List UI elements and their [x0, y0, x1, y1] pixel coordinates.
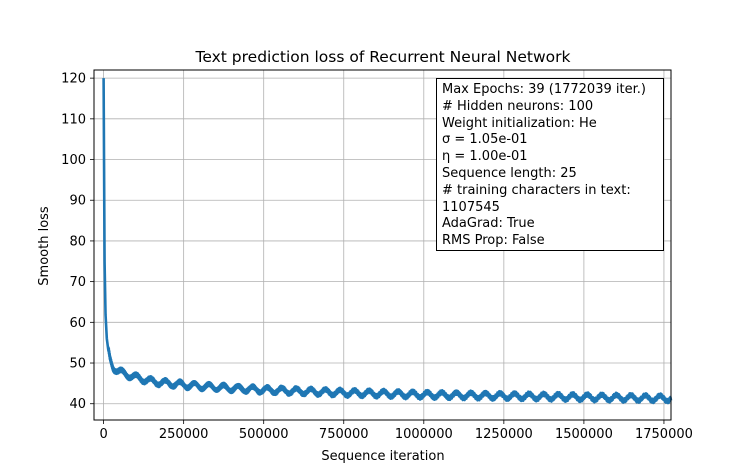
legend: Max Epochs: 39 (1772039 iter.) # Hidden …	[436, 78, 664, 251]
legend-entry-training-chars-value: 1107545	[442, 199, 500, 215]
legend-entry-max-epochs: Max Epochs: 39 (1772039 iter.)	[442, 82, 646, 97]
legend-entry-adagrad: AdaGrad: True	[442, 216, 535, 232]
axes	[93, 69, 672, 421]
x-tick-label: 1000000	[395, 427, 453, 442]
y-tick-label: 80	[69, 234, 86, 249]
x-tick-label: 1750000	[635, 427, 693, 442]
series-area	[102, 78, 673, 405]
y-tick-label: 90	[69, 194, 86, 209]
x-tick-label: 1250000	[475, 427, 533, 442]
legend-entry-rmsprop: RMS Prop: False	[442, 233, 545, 249]
y-tick-label: 50	[69, 357, 86, 372]
x-tick-label: 0	[99, 427, 107, 442]
x-tick-label: 1500000	[555, 427, 613, 442]
x-tick-label: 750000	[319, 427, 369, 442]
ticks: 0 250000 500000 750000 1000000 1250000 1500000…	[61, 72, 693, 442]
y-tick-label: 110	[61, 112, 86, 127]
x-tick-label: 500000	[239, 427, 289, 442]
legend-entry-eta: η = 1.00e-01	[442, 149, 528, 165]
y-tick-label: 120	[61, 72, 86, 87]
y-tick-label: 100	[61, 153, 86, 168]
plot-frame	[93, 69, 672, 421]
chart-title: Text prediction loss of Recurrent Neural…	[195, 48, 571, 66]
y-tick-label: 40	[69, 397, 86, 412]
x-tick-label: 250000	[159, 427, 209, 442]
legend-entry-weight-init: Weight initialization: He	[442, 115, 597, 131]
y-axis-label: Smooth loss	[37, 206, 52, 286]
legend-entry-hidden-neurons: # Hidden neurons: 100	[442, 98, 594, 114]
series-line-smooth-loss	[102, 78, 673, 405]
legend-entry-sigma: σ = 1.05e-01	[442, 132, 528, 148]
legend-entry-training-chars-label: # training characters in text:	[442, 182, 631, 198]
y-tick-label: 70	[69, 275, 86, 290]
y-tick-label: 60	[69, 316, 86, 331]
legend-entry-sequence-length: Sequence length: 25	[442, 165, 577, 181]
x-axis-label: Sequence iteration	[321, 449, 444, 464]
